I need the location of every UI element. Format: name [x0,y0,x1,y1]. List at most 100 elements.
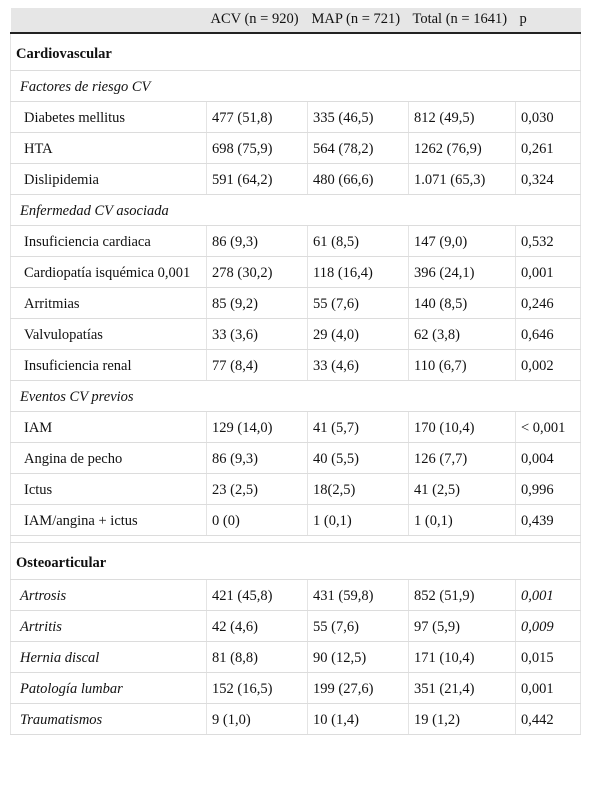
cell-p: 0,002 [515,349,581,381]
row-label: IAM [10,411,207,443]
cell-map: 29 (4,0) [307,318,409,350]
table-row: Angina de pecho 86 (9,3) 40 (5,5) 126 (7… [10,442,581,474]
cell-acv: 9 (1,0) [206,703,308,735]
row-label: Valvulopatías [10,318,207,350]
cell-map: 431 (59,8) [307,579,409,611]
cell-p: 0,646 [515,318,581,350]
cell-acv: 86 (9,3) [206,225,308,257]
table-row: Arritmias 85 (9,2) 55 (7,6) 140 (8,5) 0,… [10,287,581,319]
table-row: Insuficiencia cardiaca 86 (9,3) 61 (8,5)… [10,225,581,257]
cell-total: 1262 (76,9) [408,132,516,164]
cell-total: 852 (51,9) [408,579,516,611]
cell-total: 147 (9,0) [408,225,516,257]
row-label: Dislipidemia [10,163,207,195]
cell-acv: 477 (51,8) [206,101,308,133]
table-row: HTA 698 (75,9) 564 (78,2) 1262 (76,9) 0,… [10,132,581,164]
cell-map: 55 (7,6) [307,610,409,642]
row-label: Patología lumbar [10,672,207,704]
row-label: Insuficiencia cardiaca [10,225,207,257]
cell-map: 199 (27,6) [307,672,409,704]
subheading-row: Factores de riesgo CV [10,70,581,102]
table-header-row: ACV (n = 920) MAP (n = 721) Total (n = 1… [10,8,581,34]
cell-map: 18(2,5) [307,473,409,505]
section-title: Cardiovascular [10,33,581,71]
header-total: Total (n = 1641) [408,8,516,34]
subheading-row: Enfermedad CV asociada [10,194,581,226]
header-map: MAP (n = 721) [307,8,409,34]
row-label: Traumatismos [10,703,207,735]
cell-map: 564 (78,2) [307,132,409,164]
cell-total: 812 (49,5) [408,101,516,133]
row-label: Artritis [10,610,207,642]
cell-p: 0,532 [515,225,581,257]
section-row-cardiovascular: Cardiovascular [10,33,581,71]
cell-p: 0,442 [515,703,581,735]
cell-map: 61 (8,5) [307,225,409,257]
cell-map: 480 (66,6) [307,163,409,195]
subheading-label: Eventos CV previos [10,380,581,412]
cell-map: 1 (0,1) [307,504,409,536]
cell-map: 10 (1,4) [307,703,409,735]
cell-acv: 0 (0) [206,504,308,536]
cell-total: 170 (10,4) [408,411,516,443]
cell-acv: 23 (2,5) [206,473,308,505]
row-label: Cardiopatía isquémica 0,001 [10,256,207,288]
table-row: Artritis 42 (4,6) 55 (7,6) 97 (5,9) 0,00… [10,610,581,642]
subheading-label: Factores de riesgo CV [10,70,581,102]
table-row: Diabetes mellitus 477 (51,8) 335 (46,5) … [10,101,581,133]
cell-map: 41 (5,7) [307,411,409,443]
cell-p: 0,439 [515,504,581,536]
cell-acv: 86 (9,3) [206,442,308,474]
cell-acv: 77 (8,4) [206,349,308,381]
table-row: Insuficiencia renal 77 (8,4) 33 (4,6) 11… [10,349,581,381]
subheading-label: Enfermedad CV asociada [10,194,581,226]
table-row: Ictus 23 (2,5) 18(2,5) 41 (2,5) 0,996 [10,473,581,505]
cell-acv: 278 (30,2) [206,256,308,288]
cell-acv: 591 (64,2) [206,163,308,195]
cell-acv: 85 (9,2) [206,287,308,319]
cell-p: < 0,001 [515,411,581,443]
table-row: Traumatismos 9 (1,0) 10 (1,4) 19 (1,2) 0… [10,703,581,735]
cell-p: 0,015 [515,641,581,673]
cell-p: 0,001 [515,579,581,611]
table-row: Valvulopatías 33 (3,6) 29 (4,0) 62 (3,8)… [10,318,581,350]
row-label: IAM/angina + ictus [10,504,207,536]
cell-p: 0,001 [515,672,581,704]
row-label: Artrosis [10,579,207,611]
cell-total: 97 (5,9) [408,610,516,642]
row-label: HTA [10,132,207,164]
cell-total: 62 (3,8) [408,318,516,350]
row-label: Angina de pecho [10,442,207,474]
cell-p: 0,009 [515,610,581,642]
cell-acv: 81 (8,8) [206,641,308,673]
section-title: Osteoarticular [10,542,581,580]
cell-p: 0,246 [515,287,581,319]
cell-acv: 33 (3,6) [206,318,308,350]
section-row-osteoarticular: Osteoarticular [10,542,581,580]
cell-acv: 698 (75,9) [206,132,308,164]
cell-map: 40 (5,5) [307,442,409,474]
cell-total: 140 (8,5) [408,287,516,319]
cell-acv: 129 (14,0) [206,411,308,443]
cell-total: 1 (0,1) [408,504,516,536]
cell-total: 126 (7,7) [408,442,516,474]
cell-map: 33 (4,6) [307,349,409,381]
header-acv: ACV (n = 920) [206,8,308,34]
table-row: IAM/angina + ictus 0 (0) 1 (0,1) 1 (0,1)… [10,504,581,536]
row-label: Diabetes mellitus [10,101,207,133]
cell-total: 171 (10,4) [408,641,516,673]
table-row: Dislipidemia 591 (64,2) 480 (66,6) 1.071… [10,163,581,195]
table-row: Patología lumbar 152 (16,5) 199 (27,6) 3… [10,672,581,704]
row-label: Ictus [10,473,207,505]
table-row: IAM 129 (14,0) 41 (5,7) 170 (10,4) < 0,0… [10,411,581,443]
cell-acv: 152 (16,5) [206,672,308,704]
cell-total: 110 (6,7) [408,349,516,381]
cell-p: 0,261 [515,132,581,164]
table-row: Artrosis 421 (45,8) 431 (59,8) 852 (51,9… [10,579,581,611]
cell-p: 0,004 [515,442,581,474]
cell-p: 0,030 [515,101,581,133]
cell-acv: 421 (45,8) [206,579,308,611]
row-label: Insuficiencia renal [10,349,207,381]
header-empty [10,8,207,34]
comorbidity-table: ACV (n = 920) MAP (n = 721) Total (n = 1… [10,8,581,735]
